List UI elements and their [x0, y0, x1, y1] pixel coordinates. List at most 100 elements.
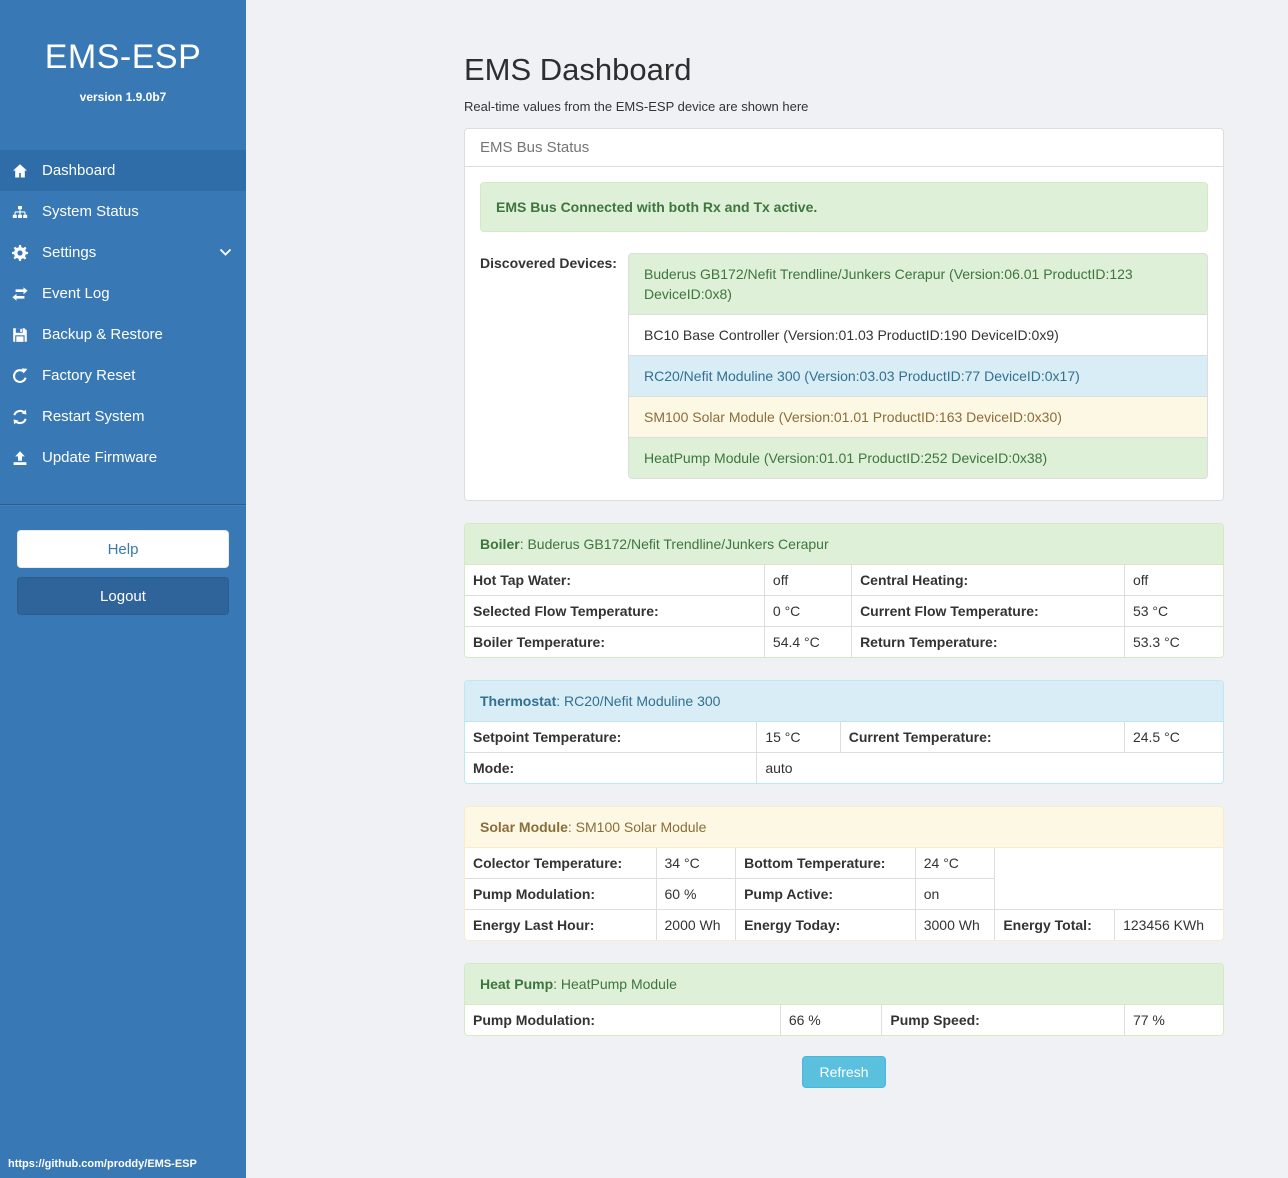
field-label: Setpoint Temperature: — [473, 729, 622, 745]
device-panels: Boiler: Buderus GB172/Nefit Trendline/Ju… — [464, 523, 1224, 1036]
field-value: 60 % — [655, 878, 736, 910]
field-value: 53 °C — [1123, 595, 1223, 627]
page-subtitle: Real-time values from the EMS-ESP device… — [464, 99, 809, 114]
sidebar-divider — [0, 504, 246, 505]
field-label: Current Temperature: — [839, 722, 1125, 753]
panel-heading-solar-module: Solar Module: SM100 Solar Module — [465, 807, 1223, 848]
panel-device-name: : Buderus GB172/Nefit Trendline/Junkers … — [519, 536, 829, 552]
field-label: Pump Active: — [735, 878, 916, 910]
sidebar-item-label: System Status — [42, 203, 139, 220]
ems-bus-status-heading: EMS Bus Status — [465, 129, 1223, 167]
ems-bus-status-panel: EMS Bus Status EMS Bus Connected with bo… — [464, 128, 1224, 501]
logout-button[interactable]: Logout — [17, 577, 229, 615]
chevron-down-icon — [219, 248, 232, 257]
sidebar-item-update-firmware[interactable]: Update Firmware — [0, 437, 246, 478]
field-value: 34 °C — [655, 848, 736, 879]
sidebar: EMS-ESP version 1.9.0b7 Dashboard System … — [0, 0, 246, 1178]
field-label: Central Heating: — [851, 565, 1125, 596]
device-list-item: RC20/Nefit Moduline 300 (Version:03.03 P… — [628, 355, 1208, 396]
device-list-item: HeatPump Module (Version:01.01 ProductID… — [628, 437, 1208, 479]
panel-solar-module: Solar Module: SM100 Solar Module Colector… — [464, 806, 1224, 941]
field-value: off — [763, 565, 852, 596]
field-label: Bottom Temperature: — [735, 848, 916, 879]
field-value: 0 °C — [763, 595, 852, 627]
sidebar-item-label: Factory Reset — [42, 367, 136, 384]
field-value: 54.4 °C — [763, 626, 852, 657]
sidebar-item-backup-restore[interactable]: Backup & Restore — [0, 314, 246, 355]
field-value: 66 % — [779, 1005, 882, 1035]
repeat-icon — [9, 367, 31, 384]
field-value: 24 °C — [914, 848, 995, 879]
field-value: 3000 Wh — [914, 909, 995, 940]
field-label: Pump Modulation: — [473, 1012, 596, 1028]
field-value: 77 % — [1123, 1005, 1223, 1035]
sidebar-item-factory-reset[interactable]: Factory Reset — [0, 355, 246, 396]
panel-device-name: : RC20/Nefit Moduline 300 — [556, 693, 721, 709]
field-label: Hot Tap Water: — [473, 572, 571, 588]
upload-icon — [9, 450, 31, 466]
field-label: Energy Total: — [994, 909, 1115, 940]
sidebar-item-label: Update Firmware — [42, 449, 158, 466]
field-value: auto — [756, 752, 1223, 783]
panel-heading-boiler: Boiler: Buderus GB172/Nefit Trendline/Ju… — [465, 524, 1223, 565]
field-label: Mode: — [465, 752, 757, 783]
empty-cell — [994, 848, 1223, 910]
panel-heading-heat-pump: Heat Pump: HeatPump Module — [465, 964, 1223, 1005]
device-list: Buderus GB172/Nefit Trendline/Junkers Ce… — [628, 253, 1208, 479]
panel-title: Boiler — [480, 536, 520, 552]
device-list-item: BC10 Base Controller (Version:01.03 Prod… — [628, 314, 1208, 355]
field-value: off — [1123, 565, 1223, 596]
sidebar-item-event-log[interactable]: Event Log — [0, 273, 246, 314]
panel-heading-thermostat: Thermostat: RC20/Nefit Moduline 300 — [465, 681, 1223, 722]
panel-device-name: : HeatPump Module — [553, 976, 677, 992]
field-value: 123456 KWh — [1114, 909, 1223, 940]
home-icon — [9, 163, 31, 179]
sidebar-item-label: Event Log — [42, 285, 110, 302]
system-status-icon — [9, 204, 31, 220]
field-label: Boiler Temperature: — [465, 626, 765, 657]
panel-title: Thermostat — [480, 693, 557, 709]
refresh-icon — [9, 409, 31, 425]
panel-thermostat: Thermostat: RC20/Nefit Moduline 300 Setpo… — [464, 680, 1224, 784]
app-version: version 1.9.0b7 — [79, 90, 167, 104]
field-label: Pump Speed: — [881, 1005, 1125, 1035]
sidebar-item-label: Settings — [42, 244, 97, 261]
field-label: Colector Temperature: — [473, 855, 623, 871]
sidebar-item-label: Restart System — [42, 408, 145, 425]
bus-connected-alert: EMS Bus Connected with both Rx and Tx ac… — [480, 182, 1208, 232]
panel-heat-pump: Heat Pump: HeatPump Module Pump Modulatio… — [464, 963, 1224, 1036]
sidebar-item-label: Dashboard — [42, 162, 116, 179]
exchange-icon — [9, 286, 31, 302]
field-label: Energy Today: — [735, 909, 916, 940]
field-label: Return Temperature: — [851, 626, 1125, 657]
field-value: 2000 Wh — [655, 909, 736, 940]
panel-title: Solar Module — [480, 819, 568, 835]
page-title: EMS Dashboard — [464, 52, 692, 87]
sidebar-nav: Dashboard System Status Settings Event Log B… — [0, 150, 246, 478]
github-link[interactable]: https://github.com/proddy/EMS-ESP — [8, 1158, 197, 1170]
app-brand: EMS-ESP — [44, 38, 202, 76]
field-value: 15 °C — [756, 722, 841, 753]
field-label: Pump Modulation: — [465, 878, 657, 910]
main-content: EMS Dashboard Real-time values from the … — [246, 0, 1288, 1128]
field-value: 24.5 °C — [1123, 722, 1223, 753]
sidebar-item-system-status[interactable]: System Status — [0, 191, 246, 232]
sidebar-item-settings[interactable]: Settings — [0, 232, 246, 273]
field-value: 53.3 °C — [1123, 626, 1223, 657]
field-label: Current Flow Temperature: — [851, 595, 1125, 627]
device-list-item: Buderus GB172/Nefit Trendline/Junkers Ce… — [628, 253, 1208, 314]
device-list-item: SM100 Solar Module (Version:01.01 Produc… — [628, 396, 1208, 437]
sidebar-item-label: Backup & Restore — [42, 326, 163, 343]
panel-title: Heat Pump — [480, 976, 554, 992]
panel-boiler: Boiler: Buderus GB172/Nefit Trendline/Ju… — [464, 523, 1224, 658]
field-label: Selected Flow Temperature: — [465, 595, 765, 627]
sidebar-item-dashboard[interactable]: Dashboard — [0, 150, 246, 191]
save-icon — [9, 327, 31, 343]
refresh-button[interactable]: Refresh — [802, 1056, 886, 1088]
help-button[interactable]: Help — [17, 530, 229, 568]
field-value: on — [914, 878, 995, 910]
sidebar-item-restart-system[interactable]: Restart System — [0, 396, 246, 437]
field-label: Energy Last Hour: — [465, 909, 657, 940]
discovered-devices-label: Discovered Devices: — [480, 255, 617, 271]
gear-icon — [9, 244, 31, 261]
